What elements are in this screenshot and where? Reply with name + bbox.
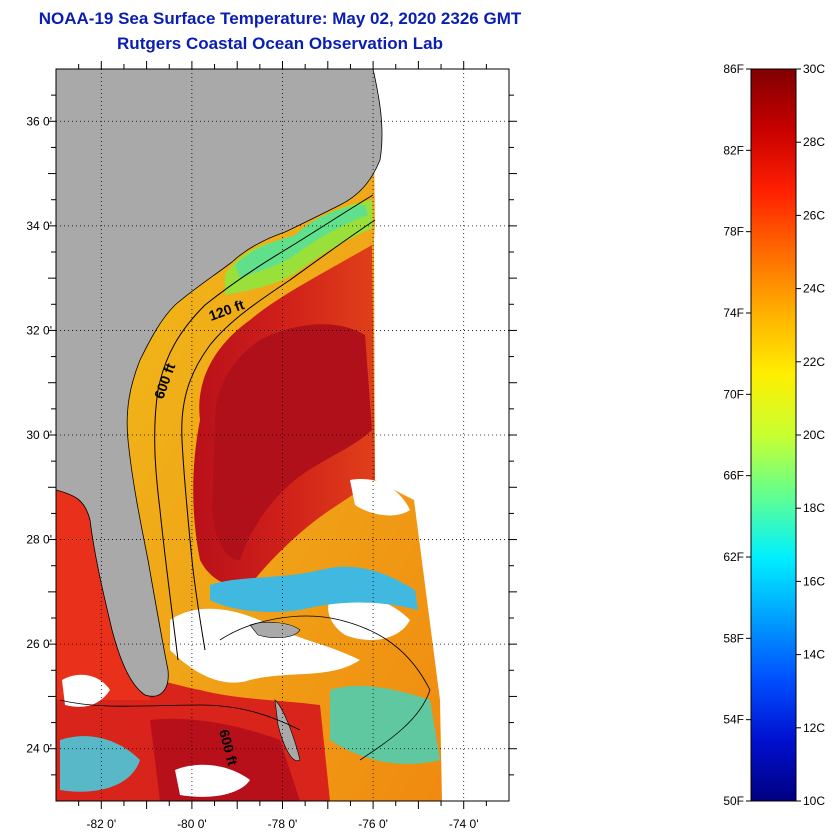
- land-bahamas: [249, 621, 301, 639]
- map-title: NOAA-19 Sea Surface Temperature: May 02,…: [38, 9, 522, 28]
- mixed-sst-patch: [210, 566, 418, 612]
- contour-bahamas: [219, 615, 431, 761]
- contour-600ft: [181, 219, 376, 651]
- map-subtitle: Rutgers Coastal Ocean Observation Lab: [117, 34, 443, 53]
- cloud-patch: [350, 479, 410, 516]
- mixed-sst-patch: [60, 736, 140, 792]
- latitude-axis: 36 0' 34 0' 32 0' 30 0' 28 0' 26 0' 24 0': [26, 114, 52, 755]
- contour-120ft: [154, 194, 374, 661]
- latitude-label: 36 0': [26, 114, 52, 128]
- latitude-label: 30 0': [26, 428, 52, 442]
- latitude-label: 24 0': [26, 742, 52, 756]
- longitude-axis: -82 0' -80 0' -78 0' -76 0' -74 0': [86, 817, 478, 831]
- gulf-stream-core: [212, 324, 372, 560]
- longitude-label: -74 0': [449, 817, 479, 831]
- axis-ticks: [48, 61, 517, 809]
- cloud-patch: [328, 596, 410, 640]
- longitude-label: -80 0': [177, 817, 207, 831]
- cloud-patch: [175, 764, 250, 797]
- latitude-label: 34 0': [26, 219, 52, 233]
- longitude-label: -82 0': [86, 817, 116, 831]
- contour-south: [59, 699, 301, 731]
- latitude-label: 26 0': [26, 637, 52, 651]
- longitude-label: -78 0': [268, 817, 298, 831]
- latitude-label: 28 0': [26, 533, 52, 547]
- longitude-label: -76 0': [358, 817, 388, 831]
- land-southeast-us: [56, 69, 383, 697]
- mixed-sst-patch: [330, 685, 440, 764]
- cloud-patch: [62, 674, 110, 707]
- land-bahamas: [274, 699, 301, 762]
- cloud-patch: [170, 608, 360, 683]
- latitude-label: 32 0': [26, 323, 52, 337]
